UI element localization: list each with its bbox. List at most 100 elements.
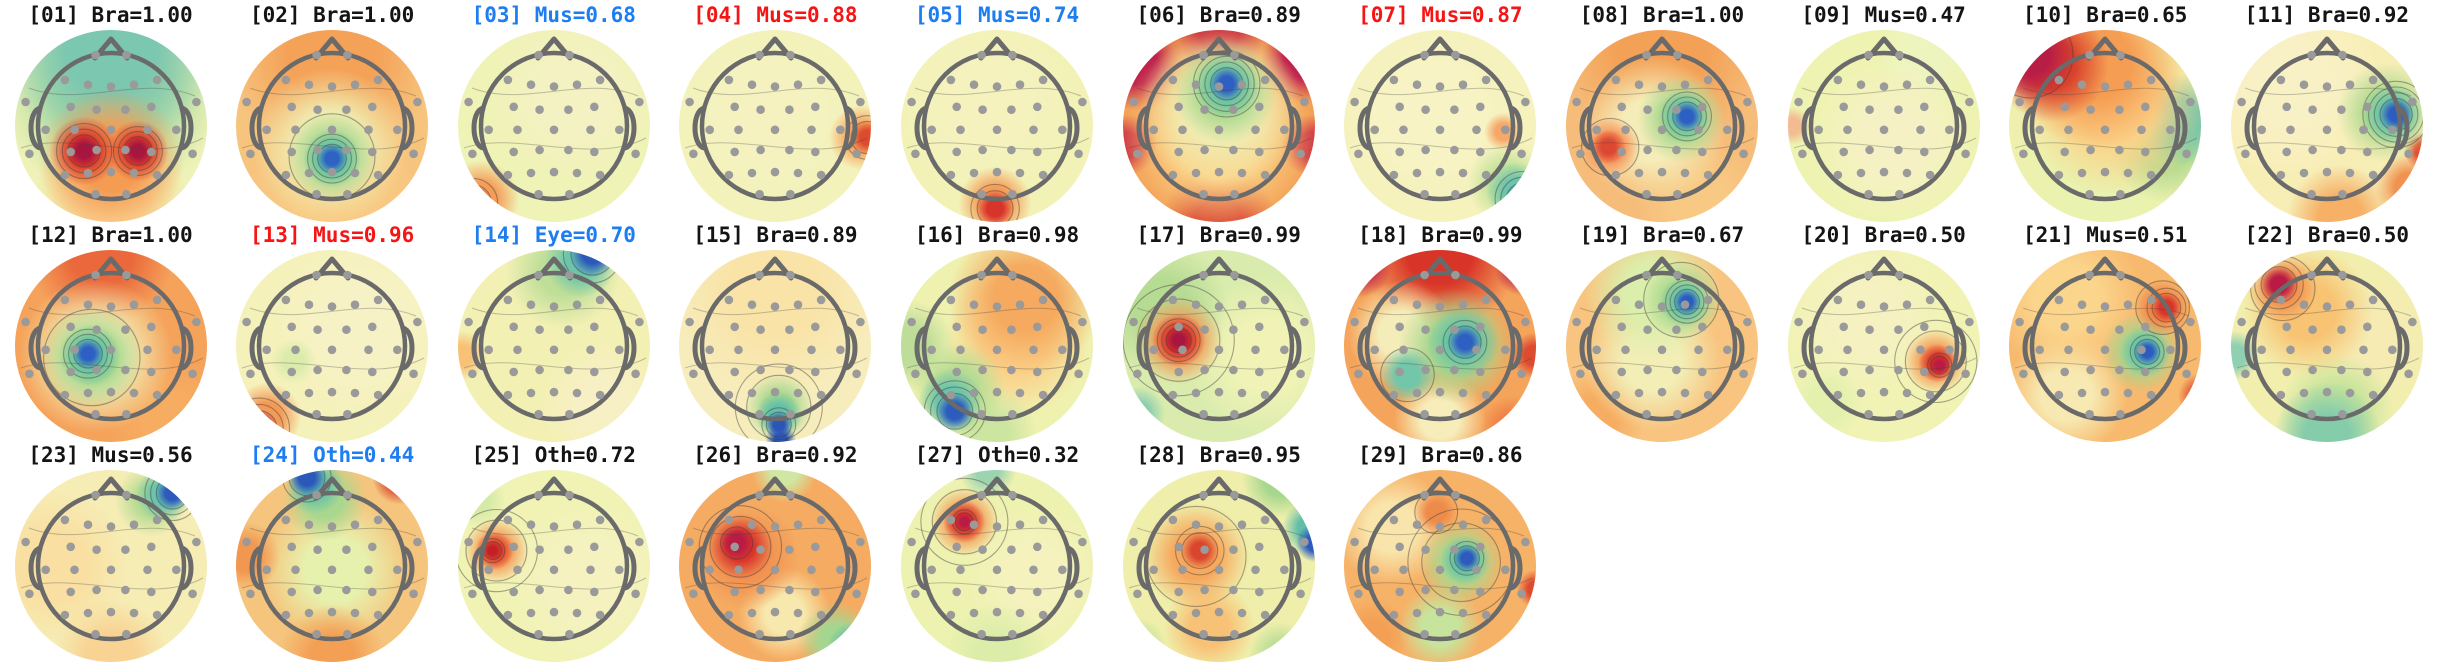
component-tile: [14] Eye=0.70: [443, 222, 664, 442]
topomap-plot: [679, 250, 872, 442]
component-tile: [04] Mus=0.88: [665, 2, 886, 222]
component-tile: [21] Mus=0.51: [1995, 222, 2216, 442]
topomap-plot: [901, 250, 1094, 442]
topomap-field: [679, 250, 872, 442]
component-tile: [05] Mus=0.74: [887, 2, 1108, 222]
topomap-plot: [14, 30, 207, 222]
topomap-plot: [1344, 30, 1537, 222]
topomap-field: [457, 250, 650, 442]
component-title: [23] Mus=0.56: [28, 443, 193, 467]
component-tile: [08] Bra=1.00: [1551, 2, 1772, 222]
topomap-field: [457, 470, 650, 662]
topomap-plot: [236, 30, 429, 222]
component-title: [24] Oth=0.44: [249, 443, 415, 467]
topomap-plot: [2230, 250, 2423, 442]
topomap-field: [2009, 30, 2202, 222]
topomap-field: [2230, 30, 2423, 222]
component-title: [19] Bra=0.67: [1579, 223, 1745, 247]
topomap-field: [1787, 30, 1980, 222]
topomap-field: [14, 30, 207, 222]
topomap-field: [14, 250, 207, 442]
component-title: [20] Bra=0.50: [1801, 223, 1966, 247]
topomap-plot: [2009, 30, 2202, 222]
topomap-field: [1122, 250, 1315, 442]
component-title: [17] Bra=0.99: [1136, 223, 1301, 247]
component-title: [29] Bra=0.86: [1358, 443, 1523, 467]
component-title: [12] Bra=1.00: [28, 223, 193, 247]
component-tile: [03] Mus=0.68: [443, 2, 664, 222]
topomap-field: [1344, 470, 1537, 662]
component-tile: [27] Oth=0.32: [887, 442, 1108, 662]
topomap-field: [2009, 250, 2202, 442]
component-title: [10] Bra=0.65: [2023, 3, 2188, 27]
component-tile: [18] Bra=0.99: [1330, 222, 1551, 442]
component-title: [07] Mus=0.87: [1358, 3, 1523, 27]
component-title: [11] Bra=0.92: [2244, 3, 2410, 27]
component-title: [13] Mus=0.96: [249, 223, 415, 247]
component-tile: [28] Bra=0.95: [1108, 442, 1329, 662]
topomap-plot: [236, 250, 429, 442]
topomap-plot: [14, 250, 207, 442]
topomap-plot: [2009, 250, 2202, 442]
topomap-plot: [14, 470, 207, 662]
topomap-plot: [1122, 30, 1315, 222]
component-tile: [22] Bra=0.50: [2216, 222, 2437, 442]
component-tile: [24] Oth=0.44: [222, 442, 443, 662]
component-tile: [23] Mus=0.56: [0, 442, 221, 662]
component-title: [14] Eye=0.70: [471, 223, 636, 247]
component-tile: [11] Bra=0.92: [2216, 2, 2437, 222]
topomap-plot: [1565, 30, 1758, 222]
component-tile: [20] Bra=0.50: [1773, 222, 1994, 442]
topomap-field: [1122, 470, 1315, 662]
component-tile: [12] Bra=1.00: [0, 222, 221, 442]
component-title: [16] Bra=0.98: [914, 223, 1080, 247]
component-tile: [15] Bra=0.89: [665, 222, 886, 442]
component-title: [08] Bra=1.00: [1579, 3, 1745, 27]
topomap-field: [1565, 30, 1758, 222]
topomap-plot: [2230, 30, 2423, 222]
topomap-plot: [901, 30, 1094, 222]
component-title: [01] Bra=1.00: [28, 3, 193, 27]
component-title: [05] Mus=0.74: [914, 3, 1080, 27]
topomap-plot: [1344, 470, 1537, 662]
topomap-plot: [679, 30, 872, 222]
topomap-plot: [1787, 250, 1980, 442]
topomap-plot: [1344, 250, 1537, 442]
component-title: [02] Bra=1.00: [249, 3, 415, 27]
component-title: [03] Mus=0.68: [471, 3, 636, 27]
topomap-field: [679, 470, 872, 662]
topomap-field: [901, 30, 1094, 222]
topomap-field: [901, 250, 1094, 442]
topomap-plot: [1565, 250, 1758, 442]
topomap-field: [901, 470, 1094, 662]
topomap-field: [2230, 250, 2423, 442]
topomap-field: [1344, 30, 1537, 222]
topomap-plot: [1122, 250, 1315, 442]
topomap-field: [236, 250, 429, 442]
component-tile: [01] Bra=1.00: [0, 2, 221, 222]
topomap-plot: [457, 470, 650, 662]
component-tile: [19] Bra=0.67: [1551, 222, 1772, 442]
component-tile: [16] Bra=0.98: [887, 222, 1108, 442]
component-tile: [25] Oth=0.72: [443, 442, 664, 662]
topomap-field: [1122, 30, 1315, 222]
topomap-plot: [1122, 470, 1315, 662]
topomap-plot: [901, 470, 1094, 662]
topomap-plot: [236, 470, 429, 662]
component-title: [28] Bra=0.95: [1136, 443, 1301, 467]
component-title: [04] Mus=0.88: [693, 3, 858, 27]
component-title: [09] Mus=0.47: [1801, 3, 1966, 27]
component-title: [27] Oth=0.32: [914, 443, 1080, 467]
component-tile: [13] Mus=0.96: [222, 222, 443, 442]
component-tile: [29] Bra=0.86: [1330, 442, 1551, 662]
component-tile: [10] Bra=0.65: [1995, 2, 2216, 222]
component-title: [15] Bra=0.89: [693, 223, 858, 247]
topomap-field: [1565, 250, 1758, 442]
topomap-plot: [457, 30, 650, 222]
topomap-field: [1787, 250, 1980, 442]
topomap-field: [236, 470, 429, 662]
topomap-field: [236, 30, 429, 222]
topomap-plot: [1787, 30, 1980, 222]
component-title: [06] Bra=0.89: [1136, 3, 1301, 27]
